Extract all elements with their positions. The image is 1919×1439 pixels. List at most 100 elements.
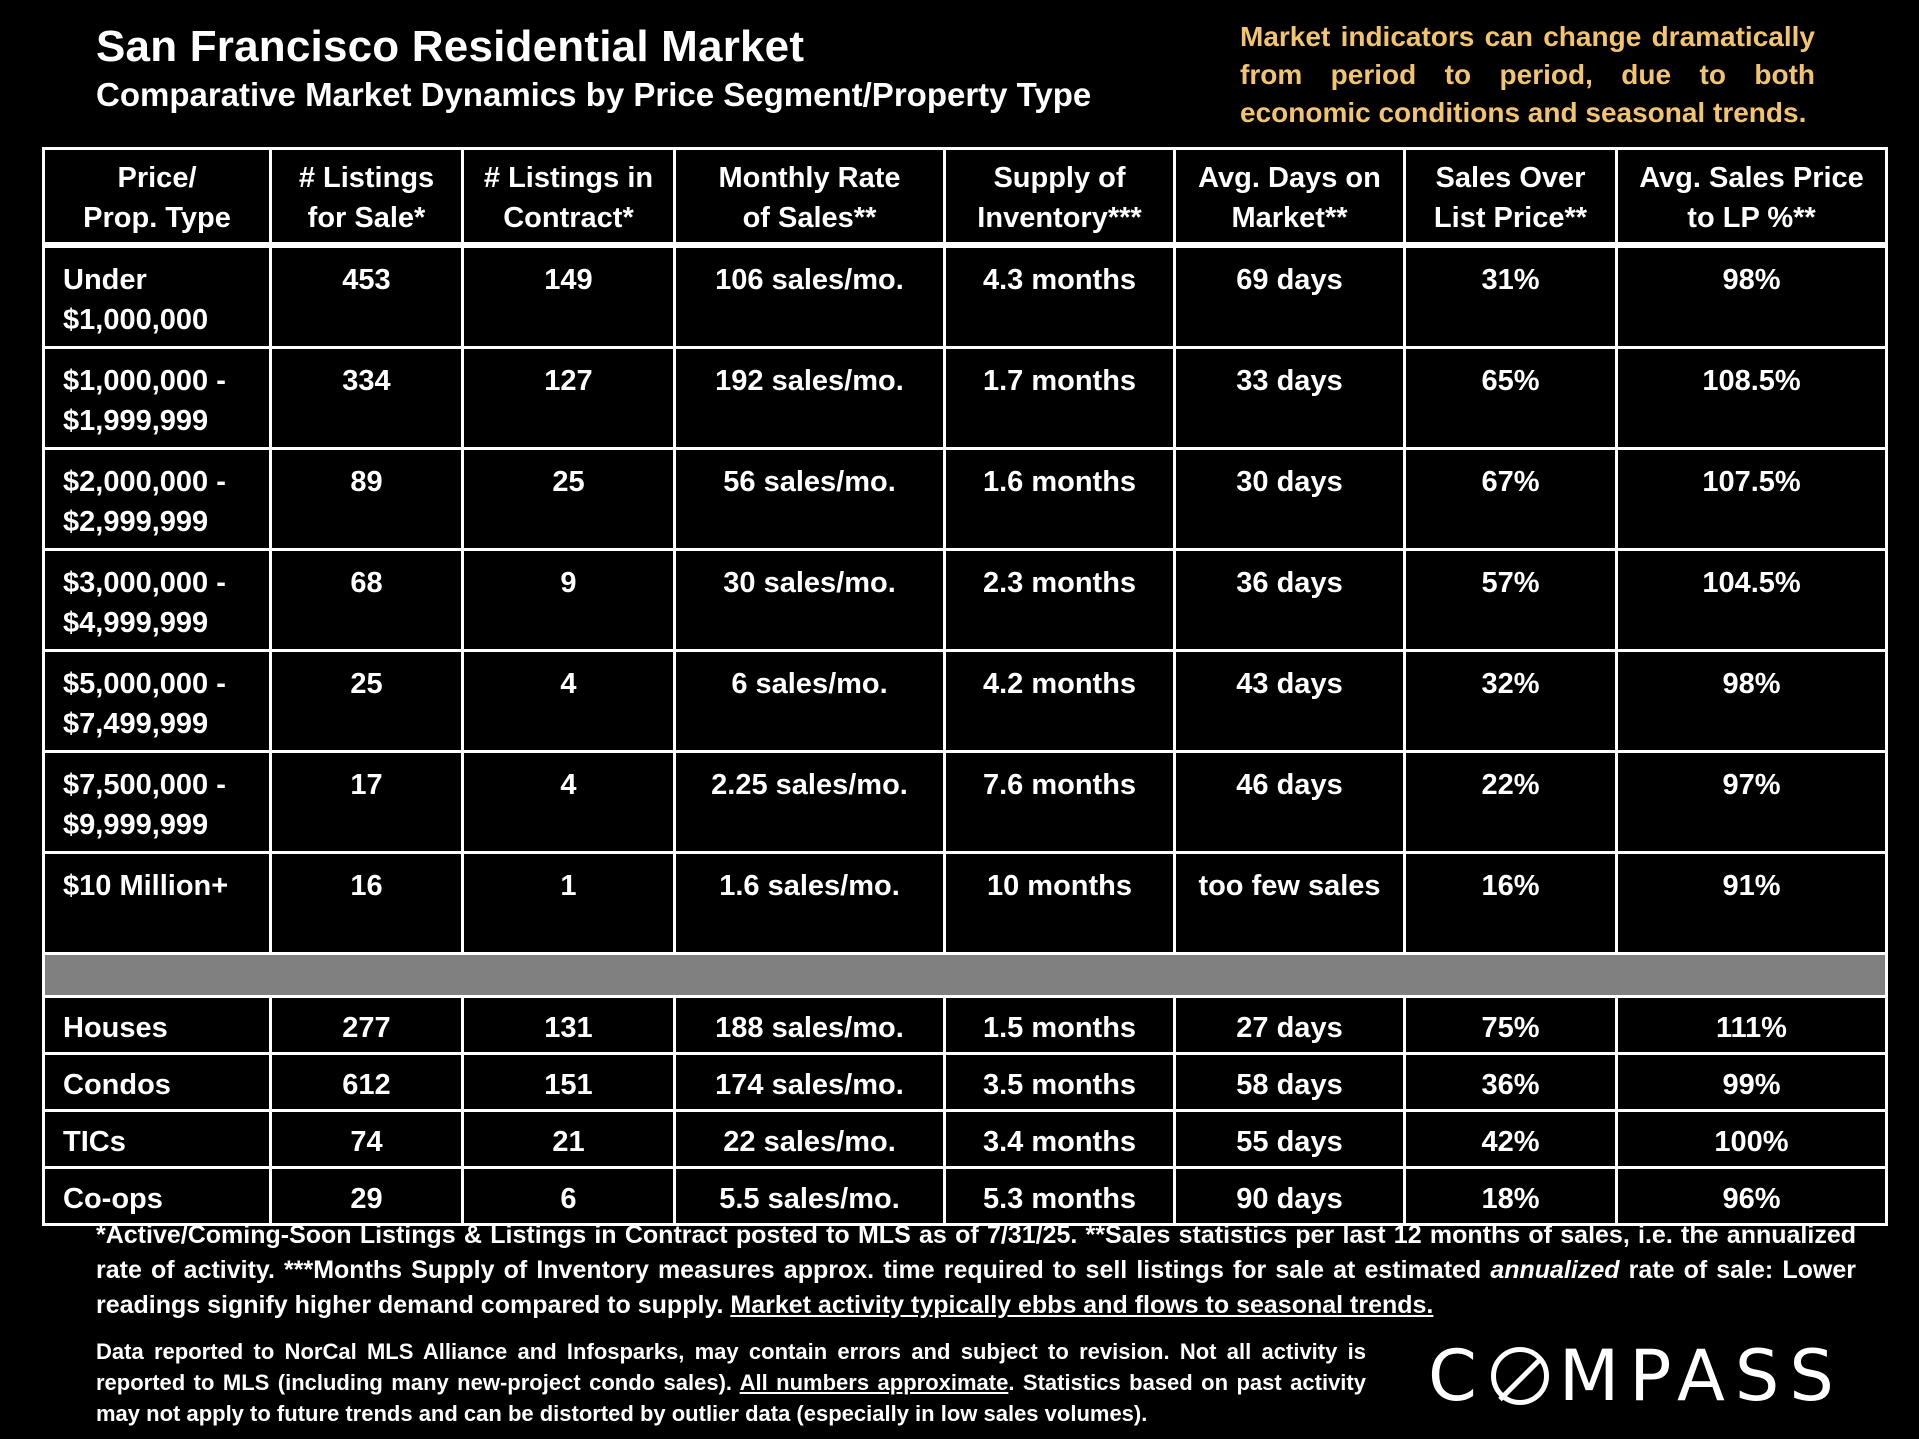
cell-contract: 4: [461, 750, 676, 854]
cell-over: 75%: [1403, 995, 1618, 1055]
cell-rate: 30 sales/mo.: [673, 548, 946, 652]
cell-over: 36%: [1403, 1052, 1618, 1112]
cell-contract: 149: [461, 243, 676, 349]
column-header: # Listings in Contract*: [461, 147, 676, 248]
cell-listings: 453: [269, 243, 464, 349]
cell-supply: 4.2 months: [943, 649, 1176, 753]
table-row: Under $1,000,000 453 149 106 sales/mo. 4.3 mo…: [42, 243, 1888, 349]
column-header: Avg. Sales Price to LP %**: [1615, 147, 1888, 248]
price-segment-line: $1,999,999: [63, 405, 209, 437]
cell-dom: 36 days: [1173, 548, 1406, 652]
cell-listings: 612: [269, 1052, 464, 1112]
price-segment-line: $3,000,000 -: [63, 567, 226, 599]
cell-rate: 188 sales/mo.: [673, 995, 946, 1055]
cell-contract: 21: [461, 1109, 676, 1169]
cell-contract: 25: [461, 447, 676, 551]
table-row: $2,000,000 - $2,999,999 89 25 56 sales/mo. 1.…: [42, 447, 1888, 551]
cell-over: 32%: [1403, 649, 1618, 753]
cell-dom: too few sales: [1173, 851, 1406, 955]
cell-rate: 6 sales/mo.: [673, 649, 946, 753]
column-header-line: Avg. Sales Price: [1639, 162, 1864, 194]
property-type-cell: TICs: [42, 1109, 272, 1169]
cell-supply: 3.4 months: [943, 1109, 1176, 1169]
cell-supply: 1.6 months: [943, 447, 1176, 551]
column-header-line: for Sale*: [307, 202, 426, 234]
cell-over: 18%: [1403, 1166, 1618, 1226]
cell-dom: 55 days: [1173, 1109, 1406, 1169]
cell-over: 42%: [1403, 1109, 1618, 1169]
cell-rate: 22 sales/mo.: [673, 1109, 946, 1169]
cell-dom: 33 days: [1173, 346, 1406, 450]
footnote-underlined: Market activity typically ebbs and flows…: [730, 1291, 1434, 1319]
cell-supply: 3.5 months: [943, 1052, 1176, 1112]
price-segment-line: $10 Million+: [63, 870, 229, 902]
price-segment-cell: $5,000,000 - $7,499,999: [42, 649, 272, 753]
table-row: $3,000,000 - $4,999,999 68 9 30 sales/mo. 2.3…: [42, 548, 1888, 652]
price-segment-line: $9,999,999: [63, 809, 209, 841]
cell-rate: 5.5 sales/mo.: [673, 1166, 946, 1226]
cell-contract: 151: [461, 1052, 676, 1112]
column-header-line: of Sales**: [742, 202, 877, 234]
cell-listings: 74: [269, 1109, 464, 1169]
cell-rate: 2.25 sales/mo.: [673, 750, 946, 854]
cell-over: 67%: [1403, 447, 1618, 551]
cell-dom: 43 days: [1173, 649, 1406, 753]
price-segment-line: $2,999,999: [63, 506, 209, 538]
price-segment-line: $4,999,999: [63, 607, 209, 639]
table-row: TICs 74 21 22 sales/mo. 3.4 months 55 days 42%…: [42, 1109, 1888, 1169]
cell-contract: 127: [461, 346, 676, 450]
price-segment-cell: $2,000,000 - $2,999,999: [42, 447, 272, 551]
table-row: $5,000,000 - $7,499,999 25 4 6 sales/mo. 4.2 …: [42, 649, 1888, 753]
cell-dom: 90 days: [1173, 1166, 1406, 1226]
logo-letter-c: C: [1428, 1335, 1487, 1417]
cell-lp: 100%: [1615, 1109, 1888, 1169]
price-segment-line: Under: [63, 264, 147, 296]
disclaimer-text-1: Data reported to NorCal MLS Alliance and…: [96, 1339, 1366, 1395]
cell-over: 22%: [1403, 750, 1618, 854]
cell-contract: 6: [461, 1166, 676, 1226]
price-segment-line: $2,000,000 -: [63, 466, 226, 498]
cell-supply: 1.5 months: [943, 995, 1176, 1055]
property-type-cell: Condos: [42, 1052, 272, 1112]
cell-lp: 96%: [1615, 1166, 1888, 1226]
column-header-line: # Listings in: [483, 162, 654, 194]
cell-lp: 99%: [1615, 1052, 1888, 1112]
cell-lp: 91%: [1615, 851, 1888, 955]
cell-over: 16%: [1403, 851, 1618, 955]
cell-listings: 16: [269, 851, 464, 955]
cell-rate: 1.6 sales/mo.: [673, 851, 946, 955]
price-segment-cell: Under $1,000,000: [42, 243, 272, 349]
column-header-line: Contract*: [503, 202, 634, 234]
page-title: San Francisco Residential Market: [96, 22, 805, 71]
column-header-line: Prop. Type: [83, 202, 231, 234]
cell-lp: 107.5%: [1615, 447, 1888, 551]
cell-rate: 174 sales/mo.: [673, 1052, 946, 1112]
price-segment-cell: $3,000,000 - $4,999,999: [42, 548, 272, 652]
column-header-line: Market**: [1231, 202, 1348, 234]
table-header-row: Price/Prop. Type # Listings for Sale* # Lis…: [42, 147, 1888, 248]
table-row: $10 Million+ 16 1 1.6 sales/mo. 10 months too…: [42, 851, 1888, 955]
logo-letters-rest: MPASS: [1558, 1335, 1844, 1417]
cell-listings: 277: [269, 995, 464, 1055]
column-header: Price/Prop. Type: [42, 147, 272, 248]
cell-lp: 104.5%: [1615, 548, 1888, 652]
cell-contract: 4: [461, 649, 676, 753]
cell-lp: 97%: [1615, 750, 1888, 854]
cell-supply: 1.7 months: [943, 346, 1176, 450]
cell-dom: 30 days: [1173, 447, 1406, 551]
compass-logo: C MPASS: [1428, 1335, 1844, 1417]
cell-over: 31%: [1403, 243, 1618, 349]
column-header-line: Price/: [117, 162, 197, 194]
cell-lp: 98%: [1615, 649, 1888, 753]
cell-listings: 29: [269, 1166, 464, 1226]
column-header: # Listings for Sale*: [269, 147, 464, 248]
cell-lp: 98%: [1615, 243, 1888, 349]
column-header-line: Avg. Days on: [1198, 162, 1381, 194]
cell-contract: 1: [461, 851, 676, 955]
column-header: Avg. Days on Market**: [1173, 147, 1406, 248]
table-row: $7,500,000 - $9,999,999 17 4 2.25 sales/mo. 7…: [42, 750, 1888, 854]
column-header-line: Monthly Rate: [718, 162, 901, 194]
price-segment-cell: $10 Million+: [42, 851, 272, 955]
cell-listings: 89: [269, 447, 464, 551]
market-table: Price/Prop. Type # Listings for Sale* # Lis…: [42, 147, 1888, 1226]
